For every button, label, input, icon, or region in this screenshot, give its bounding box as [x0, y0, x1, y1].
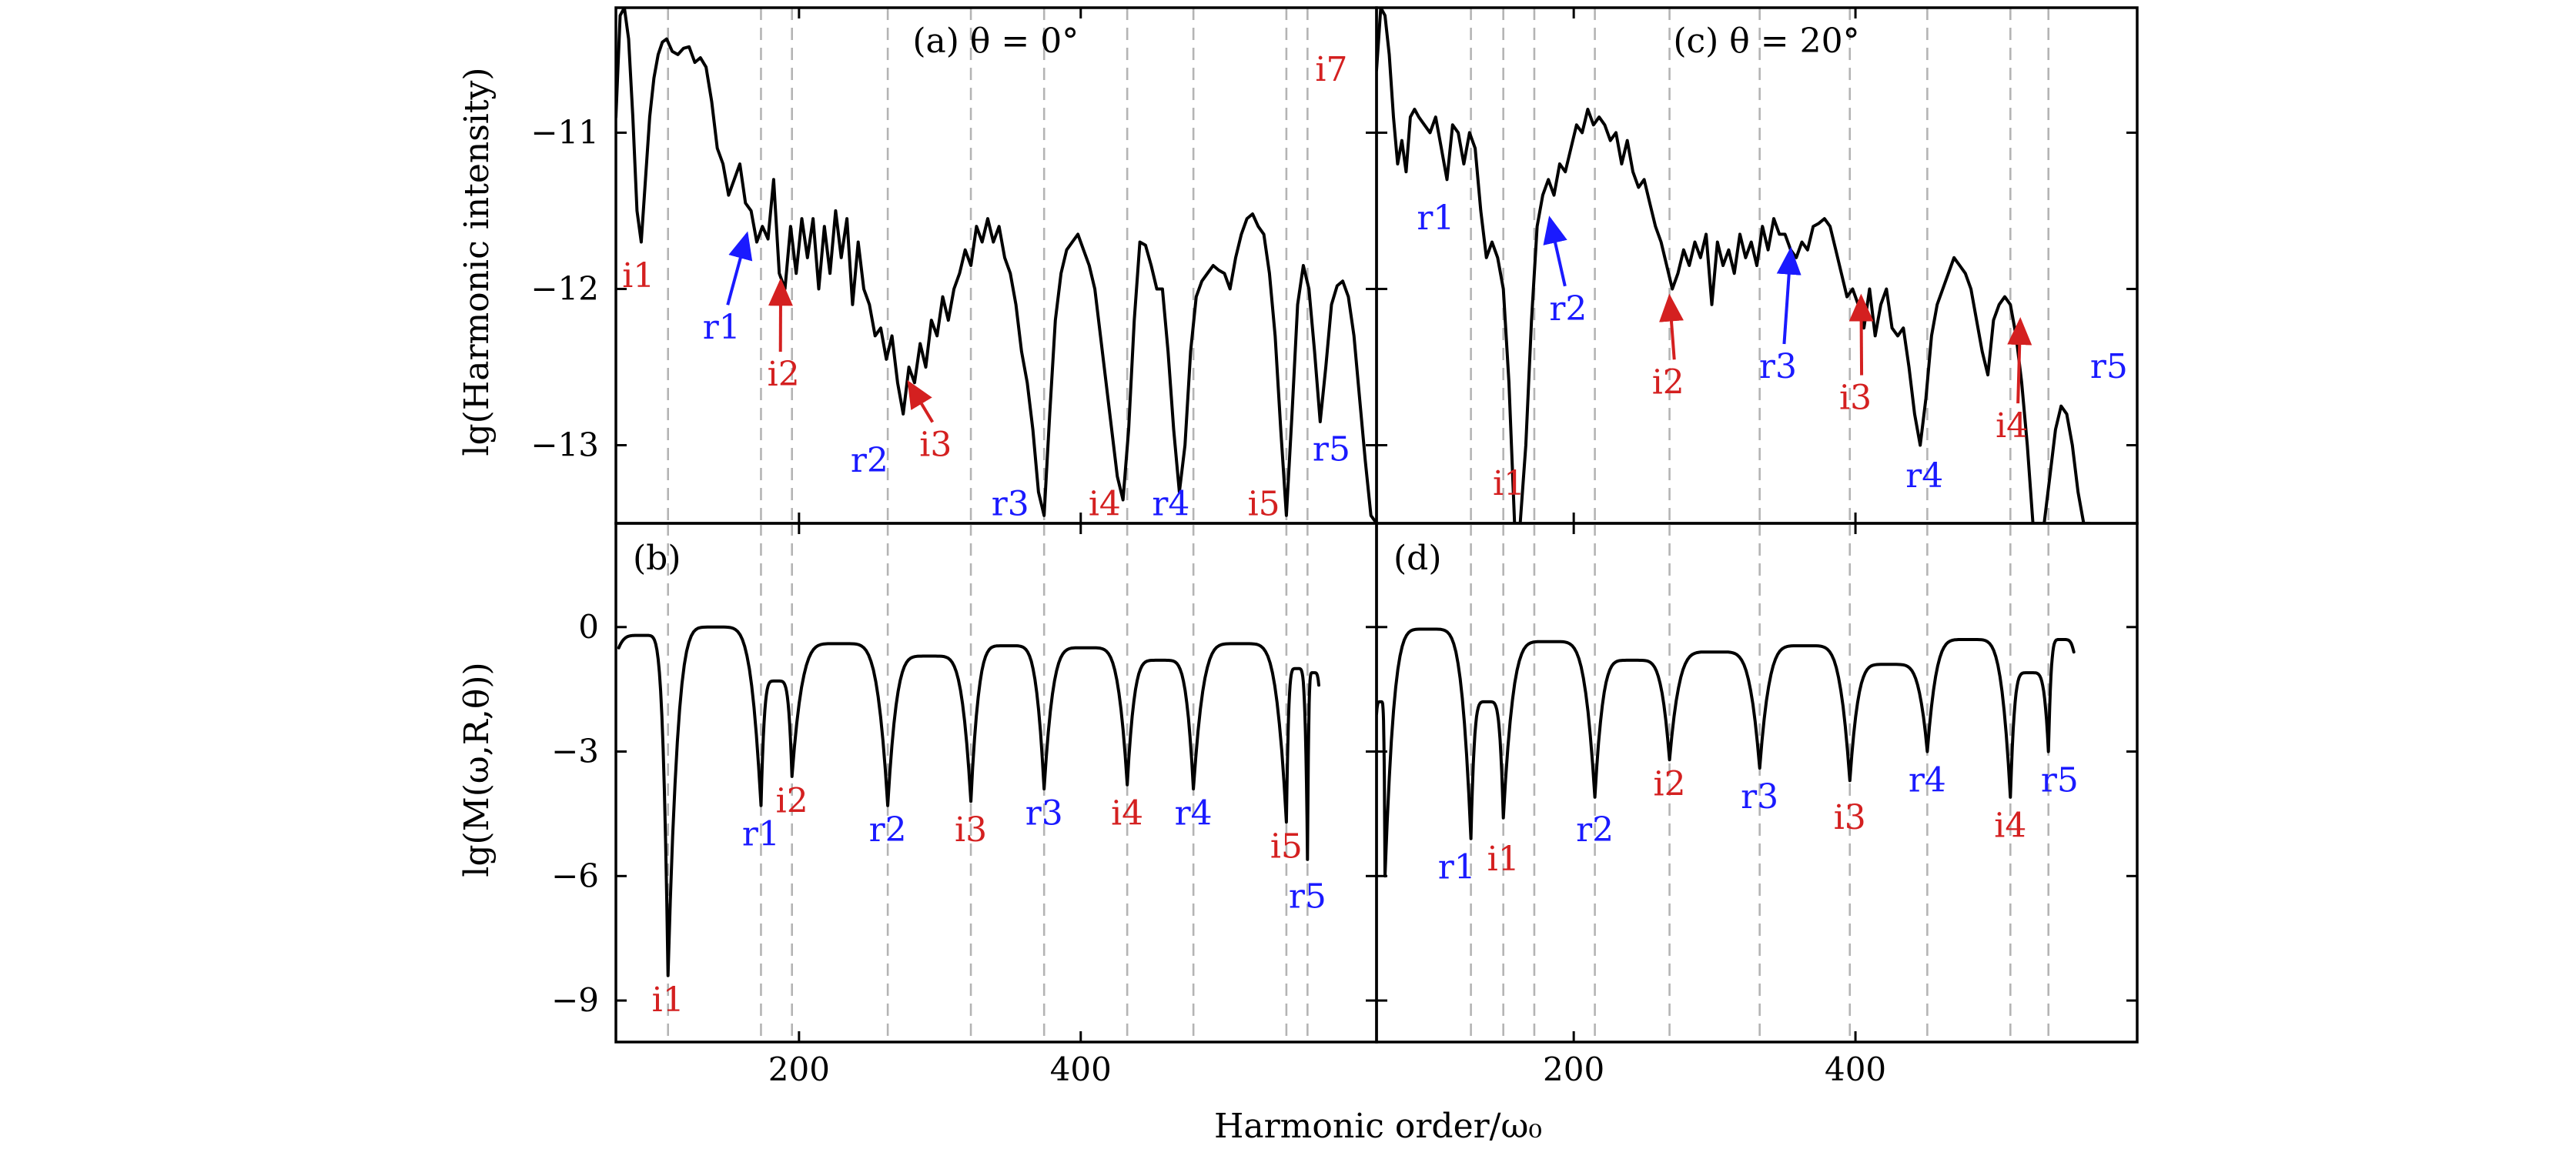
annotation-r4-d: r4 [1909, 760, 1946, 800]
annotation-r5-c: r5 [2090, 347, 2128, 386]
x-tick-label-200: 200 [1543, 1050, 1604, 1088]
panel-title-b: (b) [633, 539, 681, 578]
annotation-r4-b: r4 [1175, 793, 1213, 833]
annotation-i4-d: i4 [1994, 807, 2026, 846]
annotation-i4-a: i4 [1089, 485, 1121, 524]
annotation-r2-c: r2 [1549, 289, 1587, 329]
annotation-r5-a: r5 [1313, 430, 1350, 469]
data-curve-a [616, 8, 1377, 523]
y-tick-label-2: −6 [551, 857, 599, 894]
annotation-i7-a: i7 [1315, 50, 1347, 89]
axes-frame-a [614, 6, 1378, 525]
panel-d: 200 400 (d) r1 i1 r2 i2 r3 i3 r4 i4 r5 [1375, 522, 2139, 1088]
y-tick-label-1: −12 [530, 269, 599, 307]
annotation-r3-c: r3 [1759, 347, 1797, 386]
annotation-arrow-r3-c [1776, 246, 1802, 345]
annotation-i4-c: i4 [1996, 406, 2028, 446]
y-tick-label-0: −11 [530, 113, 599, 151]
annotation-arrow-r1-a [726, 231, 753, 306]
annotation-r2-b: r2 [869, 810, 907, 850]
annotation-r3-d: r3 [1741, 777, 1778, 817]
annotation-r3-a: r3 [992, 485, 1029, 524]
annotation-arrow-i4-c [2007, 317, 2032, 404]
annotation-i5-a: i5 [1248, 485, 1280, 524]
y-axis-label-top: lg(Harmonic intensity) [457, 67, 497, 456]
annotation-i4-b: i4 [1111, 793, 1143, 833]
annotation-r5-b: r5 [1289, 877, 1326, 916]
annotation-arrow-i3-c [1848, 293, 1874, 376]
annotation-i2-c: i2 [1652, 362, 1684, 402]
panel-title-a: (a) θ = 0° [912, 22, 1079, 61]
annotation-i1-a: i1 [622, 256, 654, 296]
y-tick-label-1: −3 [551, 733, 599, 770]
annotation-r3-b: r3 [1025, 793, 1063, 833]
data-curve-c [1377, 8, 2091, 523]
annotation-i2-b: i2 [776, 781, 808, 820]
annotation-i3-a: i3 [919, 425, 952, 464]
y-axis-label-bottom: lg(M(ω,R,θ)) [457, 662, 497, 877]
annotation-i2-a: i2 [768, 355, 800, 394]
annotation-i3-c: i3 [1839, 379, 1872, 418]
annotation-i1-c: i1 [1493, 464, 1525, 503]
data-curve-b [617, 625, 1320, 977]
x-tick-label-400: 400 [1825, 1050, 1886, 1088]
annotation-arrow-i2-c [1659, 293, 1684, 360]
annotation-r1-d: r1 [1438, 848, 1476, 887]
data-curve-d [1377, 627, 2076, 878]
x-tick-label-200: 200 [768, 1050, 830, 1088]
annotation-r5-d: r5 [2041, 760, 2079, 800]
annotation-r1-a: r1 [703, 308, 741, 347]
annotation-r1-b: r1 [742, 814, 780, 853]
annotation-i3-d: i3 [1834, 798, 1866, 837]
panel-a: −11 −12 −13 (a) θ = 0° i1 r1 i2 r2 i3 r3 i4 r4 i5 r5 i… [530, 6, 1378, 525]
annotation-r4-a: r4 [1152, 485, 1189, 524]
panel-title-d: (d) [1393, 539, 1442, 578]
annotation-arrow-r2-c [1543, 215, 1567, 287]
axes-frame-b [614, 522, 1378, 1044]
panel-c: (c) θ = 20° r1 r2 i2 r3 i3 r4 i4 r5 i1 [1375, 6, 2139, 525]
y-tick-label-2: −13 [530, 426, 599, 463]
annotation-r2-d: r2 [1576, 810, 1614, 850]
annotation-r4-c: r4 [1905, 456, 1943, 496]
annotation-i1-b: i1 [652, 980, 684, 1020]
annotation-i1-d: i1 [1487, 840, 1520, 879]
x-tick-label-400: 400 [1050, 1050, 1112, 1088]
axes-frame-d [1375, 522, 2139, 1044]
annotation-i3-b: i3 [955, 810, 987, 850]
annotation-arrow-i3-a [907, 379, 935, 423]
annotation-r1-c: r1 [1417, 199, 1454, 238]
y-tick-label-0: 0 [578, 608, 599, 646]
y-tick-label-3: −9 [551, 981, 599, 1019]
panel-title-c: (c) θ = 20° [1673, 22, 1859, 61]
annotation-i5-b: i5 [1270, 827, 1303, 867]
x-axis-label: Harmonic order/ω₀ [1214, 1107, 1542, 1146]
annotation-r2-a: r2 [851, 441, 888, 480]
annotation-i2-d: i2 [1654, 765, 1686, 804]
